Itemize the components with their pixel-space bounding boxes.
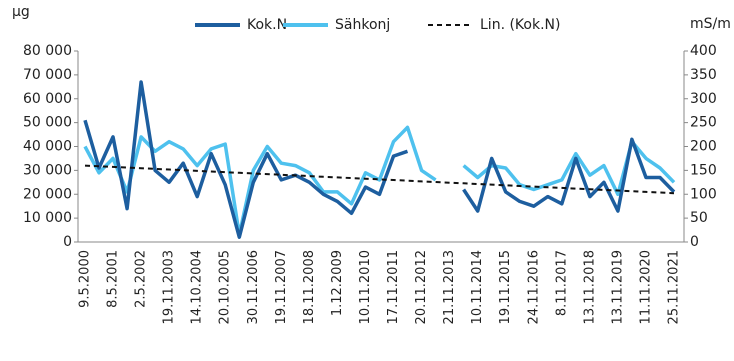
x-tick-label: 17.11.2011 — [386, 250, 401, 324]
y2-tick-label: 50 — [690, 210, 708, 226]
y2-tick-label: 150 — [690, 162, 717, 178]
y2-tick-label: 100 — [690, 186, 717, 202]
x-tick-label: 18.11.2008 — [302, 250, 317, 324]
x-tick-label: 13.11.2019 — [610, 250, 625, 324]
y-tick-label: 70 000 — [23, 67, 72, 83]
y2-tick-label: 350 — [690, 67, 717, 83]
y-tick-label: 60 000 — [23, 91, 72, 107]
x-tick-label: 8.5.2001 — [106, 250, 121, 308]
y-tick-label: 20 000 — [23, 186, 72, 202]
y2-tick-label: 200 — [690, 139, 717, 155]
x-tick-label: 9.5.2000 — [78, 250, 93, 308]
y2-tick-label: 400 — [690, 43, 717, 59]
x-tick-label: 25.11.2021 — [667, 250, 682, 324]
y2-tick-label: 300 — [690, 91, 717, 107]
x-tick-label: 10.11.2010 — [358, 250, 373, 324]
series-line — [83, 80, 676, 239]
y2-tick-label: 0 — [690, 234, 699, 250]
x-tick-label: 24.11.2016 — [526, 250, 541, 324]
x-tick-label: 19.11.2003 — [162, 250, 177, 324]
y-tick-label: 40 000 — [23, 139, 72, 155]
x-tick-label: 13.11.2018 — [582, 250, 597, 324]
x-tick-label: 2.5.2002 — [134, 250, 149, 308]
legend-label: Lin. (Kok.N) — [480, 17, 560, 33]
y2-unit: mS/m — [690, 16, 731, 32]
y-tick-label: 30 000 — [23, 162, 72, 178]
x-tick-label: 11.11.2020 — [638, 250, 653, 324]
y-tick-label: 50 000 — [23, 115, 72, 131]
y-unit: µg — [12, 4, 30, 20]
y-tick-label: 80 000 — [23, 43, 72, 59]
y-tick-label: 10 000 — [23, 210, 72, 226]
x-tick-label: 19.11.2015 — [498, 250, 513, 324]
x-tick-label: 21.11.2013 — [442, 250, 457, 324]
x-tick-label: 10.11.2014 — [470, 250, 485, 324]
y2-tick-label: 250 — [690, 115, 717, 131]
legend-label: Kok.N — [247, 17, 287, 33]
x-tick-label: 14.10.2004 — [190, 250, 205, 324]
x-tick-label: 30.11.2006 — [246, 250, 261, 324]
x-tick-label: 20.11.2012 — [414, 250, 429, 324]
legend-label: Sähkonj — [335, 17, 390, 33]
x-tick-label: 19.11.2007 — [274, 250, 289, 324]
x-tick-label: 20.10.2005 — [218, 250, 233, 324]
x-tick-label: 8.11.2017 — [554, 250, 569, 316]
x-tick-label: 1.12.2009 — [330, 250, 345, 316]
y-tick-label: 0 — [63, 234, 72, 250]
